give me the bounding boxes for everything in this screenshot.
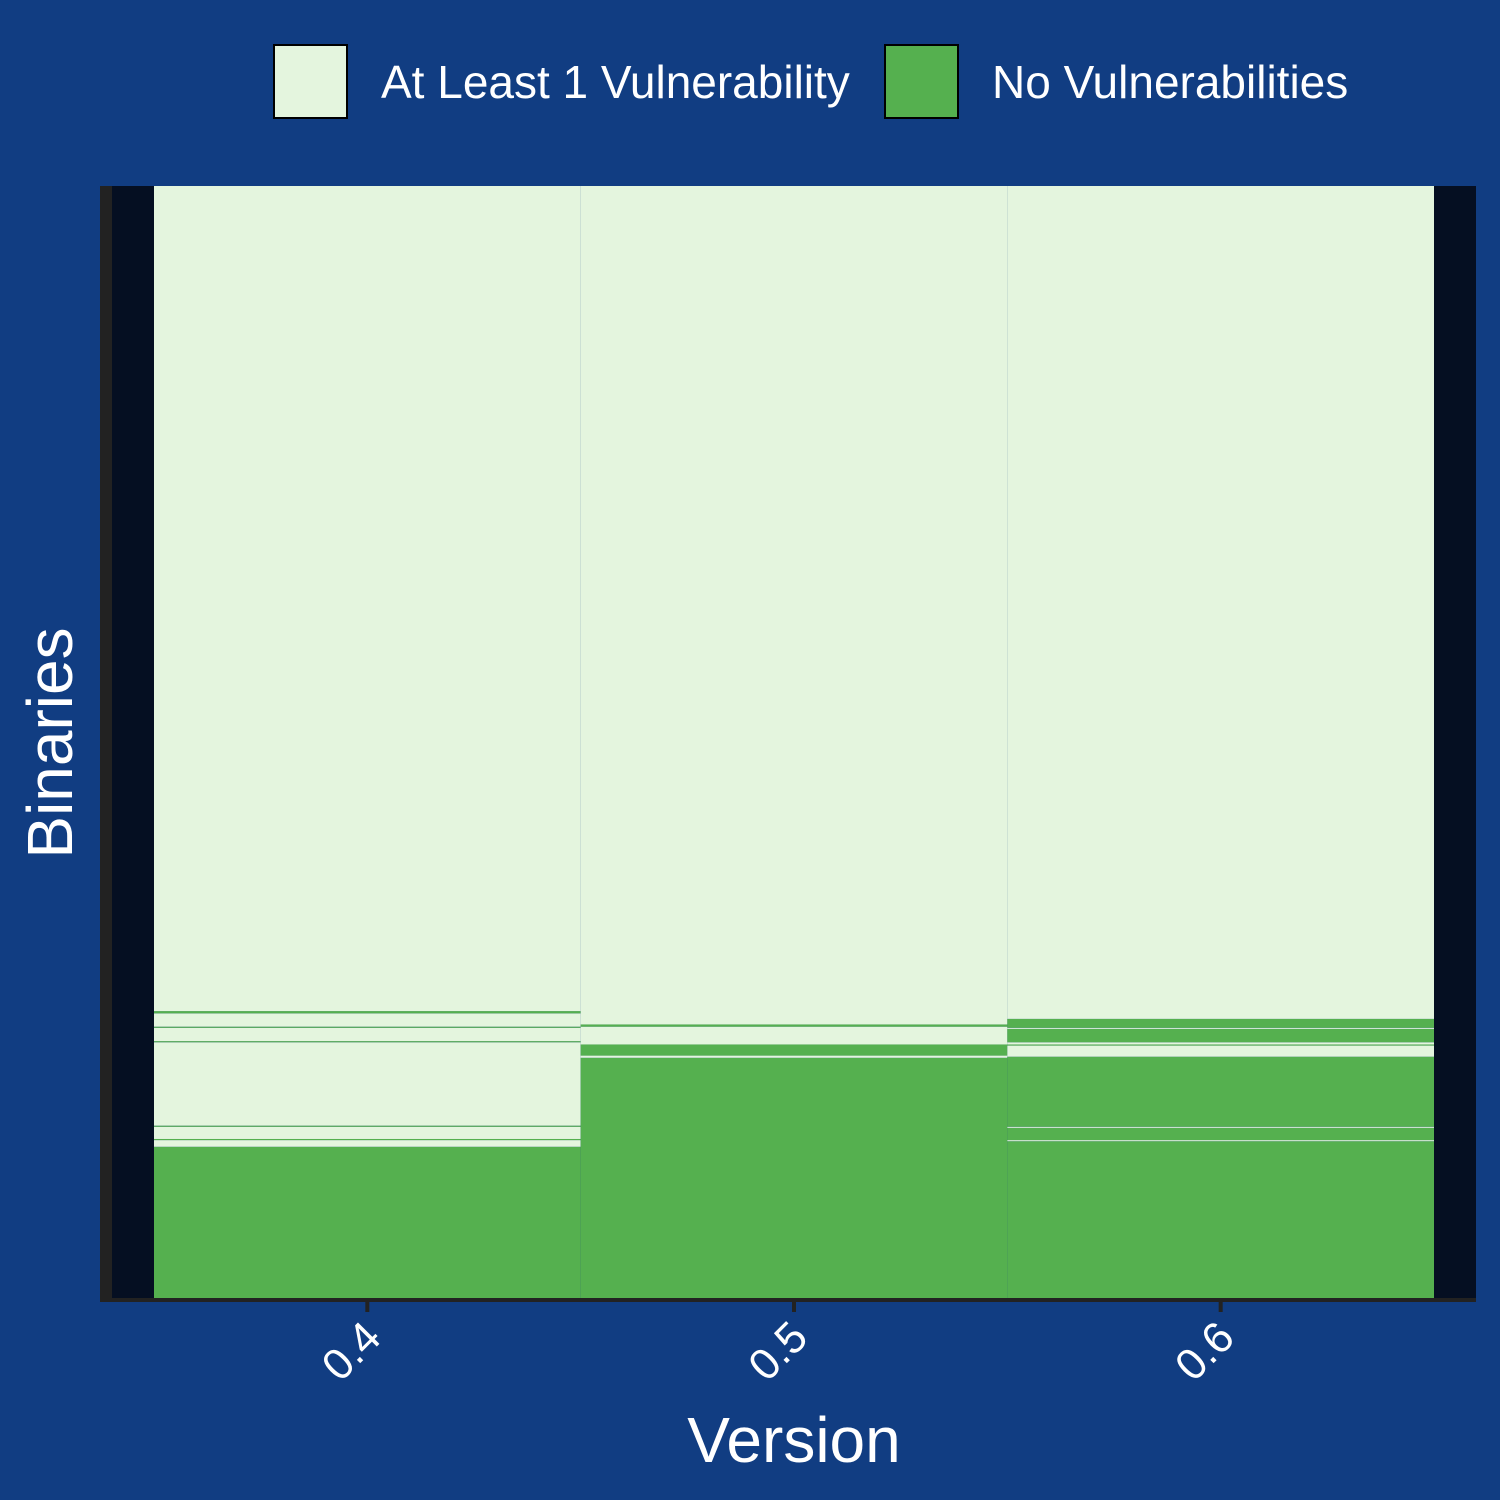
bar-segment-0-6-10 — [1007, 1018, 1434, 1028]
bar-segment-0-5-1 — [580, 1055, 1008, 1058]
bar-segment-0-6-11 — [1007, 186, 1434, 1019]
legend-key-no-vulnerabilities — [884, 44, 959, 119]
bar-segment-0-4-9 — [154, 1013, 581, 1027]
bar-column-0-5 — [580, 186, 1008, 1298]
x-tick-0-5 — [792, 1302, 796, 1312]
legend: At Least 1 Vulnerability No Vulnerabiliti… — [273, 44, 1348, 119]
bar-segment-0-4-0 — [154, 1146, 581, 1298]
bar-column-0-6 — [1007, 186, 1434, 1298]
legend-item-at-least-1-vulnerability: At Least 1 Vulnerability — [273, 44, 850, 119]
bar-segment-0-5-5 — [580, 186, 1008, 1025]
bar-segment-0-5-0 — [580, 1057, 1008, 1298]
bar-segment-0-6-9 — [1007, 1027, 1434, 1029]
bar-segment-0-4-11 — [154, 186, 581, 1012]
legend-label-no-vulnerabilities: No Vulnerabilities — [992, 56, 1348, 108]
legend-label-at-least-1-vulnerability: At Least 1 Vulnerability — [381, 56, 850, 108]
legend-key-at-least-1-vulnerability — [273, 44, 348, 119]
bar-segment-0-4-6 — [154, 1041, 581, 1043]
legend-item-no-vulnerabilities: No Vulnerabilities — [884, 44, 1348, 119]
plot-panel — [100, 186, 1476, 1302]
bar-segment-0-6-3 — [1007, 1126, 1434, 1128]
panel-right-margin — [1434, 186, 1476, 1302]
bar-column-0-4 — [154, 186, 581, 1298]
x-tick-0-4 — [365, 1302, 370, 1312]
bar-segment-0-4-10 — [154, 1011, 581, 1014]
bar-segment-0-6-1 — [1007, 1140, 1434, 1142]
bar-segment-0-6-7 — [1007, 1042, 1434, 1045]
bar-segment-0-4-5 — [154, 1042, 581, 1126]
bottom-axis-line — [112, 1298, 1476, 1302]
bar-segment-0-4-8 — [154, 1026, 581, 1028]
bar-segment-0-6-0 — [1007, 1141, 1434, 1298]
bar-segment-0-6-6 — [1007, 1044, 1434, 1046]
bar-segment-0-4-3 — [154, 1126, 581, 1139]
bar-segment-0-4-1 — [154, 1140, 581, 1147]
bar-segment-0-6-8 — [1007, 1028, 1434, 1043]
bar-segment-0-4-4 — [154, 1125, 581, 1127]
bar-segment-0-4-2 — [154, 1138, 581, 1141]
bars — [154, 186, 1434, 1298]
x-tick-0-6 — [1218, 1302, 1223, 1312]
bar-segment-0-4-7 — [154, 1027, 581, 1042]
panel-left-margin — [112, 186, 154, 1302]
bar-segment-0-6-2 — [1007, 1127, 1434, 1141]
left-axis-line — [100, 186, 112, 1302]
x-axis-title: Version — [687, 1404, 900, 1476]
bar-segment-0-6-5 — [1007, 1045, 1434, 1057]
y-axis-title: Binaries — [14, 627, 86, 858]
bar-segment-0-5-4 — [580, 1024, 1008, 1027]
bar-segment-0-6-4 — [1007, 1056, 1434, 1127]
bar-segment-0-5-2 — [580, 1044, 1008, 1056]
bar-segment-0-5-3 — [580, 1026, 1008, 1045]
